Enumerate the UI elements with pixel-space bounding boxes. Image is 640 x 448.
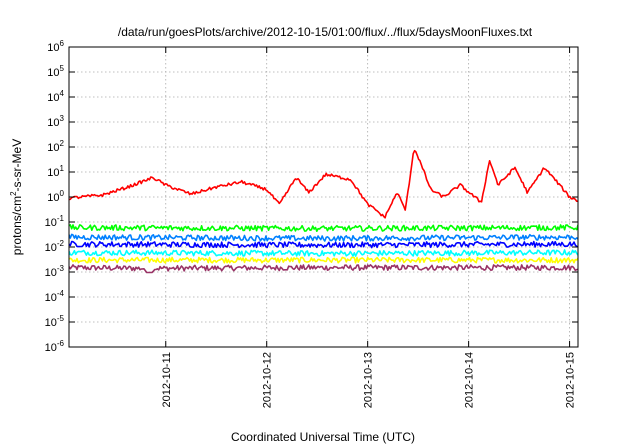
y-tick-exp: -2 <box>57 239 65 248</box>
series-line <box>69 256 578 264</box>
y-tick-exp: 6 <box>60 39 65 48</box>
y-axis-label: protons/cm2-s-sr-MeV <box>9 139 24 255</box>
y-tick-exp: 1 <box>60 164 65 173</box>
chart-title: /data/run/goesPlots/archive/2012-10-15/0… <box>118 25 533 39</box>
y-tick-base: 10 <box>45 242 57 254</box>
y-axis-label-rest: -s-sr-MeV <box>10 139 24 192</box>
y-axis: 10610510410310210110010-110-210-310-410-… <box>45 39 578 354</box>
y-tick-label: 102 <box>47 139 64 154</box>
y-tick-exp: -4 <box>57 289 65 298</box>
y-tick-base: 10 <box>47 142 59 154</box>
series-line <box>69 149 578 219</box>
y-tick-label: 10-6 <box>45 339 65 354</box>
y-tick-base: 10 <box>47 117 59 129</box>
y-tick-label: 104 <box>47 89 64 104</box>
series-line <box>69 233 578 242</box>
series-line <box>69 224 578 232</box>
y-axis-label-main: protons/cm <box>10 196 24 255</box>
x-tick-label: 2012-10-15 <box>565 352 577 408</box>
y-tick-exp: 0 <box>60 189 65 198</box>
y-tick-label: 10-3 <box>45 264 65 279</box>
y-axis-label-sup: 2 <box>9 191 18 196</box>
x-tick-label: 2012-10-13 <box>363 352 375 408</box>
grid <box>69 47 578 347</box>
y-tick-label: 10-1 <box>45 214 65 229</box>
series-line <box>69 240 578 249</box>
x-tick-label: 2012-10-14 <box>464 352 476 408</box>
y-tick-base: 10 <box>47 192 59 204</box>
y-tick-label: 10-2 <box>45 239 65 254</box>
y-tick-label: 105 <box>47 64 64 79</box>
y-tick-base: 10 <box>45 267 57 279</box>
y-tick-base: 10 <box>45 342 57 354</box>
x-axis: 2012-10-11 2012-10-12 2012-10-13 2012-10-14… <box>161 47 577 408</box>
series-line <box>69 264 578 274</box>
y-tick-base: 10 <box>47 92 59 104</box>
y-tick-label: 103 <box>47 114 64 129</box>
y-tick-exp: -6 <box>57 339 65 348</box>
y-tick-exp: 2 <box>60 139 65 148</box>
x-axis-label: Coordinated Universal Time (UTC) <box>231 430 415 444</box>
y-tick-base: 10 <box>45 217 57 229</box>
y-tick-exp: -5 <box>57 314 65 323</box>
y-tick-exp: 5 <box>60 64 65 73</box>
y-tick-label: 100 <box>47 189 64 204</box>
y-tick-label: 101 <box>47 164 64 179</box>
y-tick-base: 10 <box>45 292 57 304</box>
y-tick-base: 10 <box>47 42 59 54</box>
x-tick-label: 2012-10-11 <box>161 352 173 407</box>
y-tick-exp: -3 <box>57 264 65 273</box>
y-tick-base: 10 <box>47 167 59 179</box>
x-tick-label: 2012-10-12 <box>262 352 274 408</box>
series-layer <box>69 149 578 274</box>
y-tick-exp: 3 <box>60 114 65 123</box>
y-tick-label: 10-4 <box>45 289 65 304</box>
y-tick-exp: -1 <box>57 214 65 223</box>
y-tick-base: 10 <box>47 67 59 79</box>
series-line <box>69 249 578 257</box>
y-tick-label: 106 <box>47 39 64 54</box>
y-tick-label: 10-5 <box>45 314 65 329</box>
y-tick-base: 10 <box>45 317 57 329</box>
y-tick-exp: 4 <box>60 89 65 98</box>
